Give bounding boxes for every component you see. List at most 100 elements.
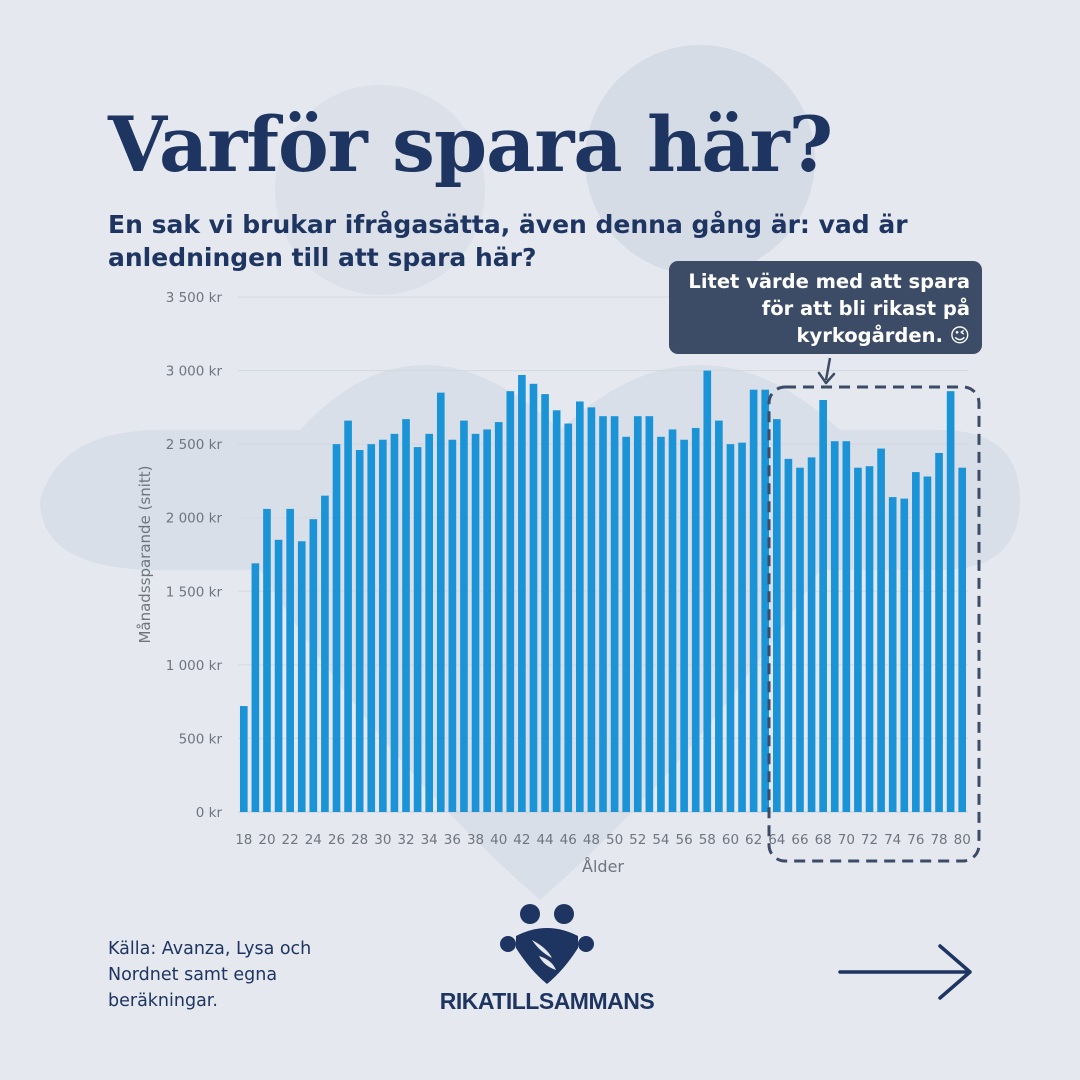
- bar-age-65: [784, 458, 793, 812]
- x-tick-label: 24: [305, 832, 322, 848]
- bar-age-66: [796, 467, 804, 812]
- bar-age-54: [657, 436, 665, 812]
- y-tick-label: 500 kr: [179, 731, 223, 747]
- x-tick-label: 40: [490, 832, 507, 848]
- bar-age-61: [738, 442, 746, 812]
- x-tick-label: 18: [235, 832, 252, 848]
- bar-age-62: [749, 389, 758, 812]
- x-tick-label: 36: [444, 832, 461, 848]
- bar-age-30: [379, 439, 387, 812]
- x-tick-label: 46: [560, 832, 577, 848]
- bar-age-67: [807, 457, 816, 812]
- bar-age-71: [854, 467, 862, 812]
- bar-age-57: [691, 427, 700, 812]
- bar-age-22: [286, 508, 294, 812]
- bar-age-31: [390, 433, 399, 812]
- bar-age-68: [819, 400, 827, 812]
- bar-age-39: [483, 429, 491, 812]
- y-tick-label: 1 500 kr: [166, 584, 223, 600]
- bar-age-70: [842, 441, 851, 812]
- bar-age-60: [726, 444, 735, 812]
- bar-age-58: [703, 370, 712, 812]
- bar-age-63: [761, 389, 770, 812]
- x-tick-label: 80: [954, 832, 971, 848]
- x-tick-label: 70: [838, 832, 855, 848]
- x-tick-label: 42: [513, 832, 530, 848]
- bar-age-29: [367, 444, 376, 812]
- arrow-right-icon[interactable]: [836, 940, 976, 1004]
- bar-age-50: [610, 416, 619, 812]
- bar-age-28: [355, 450, 364, 812]
- x-tick-label: 62: [745, 832, 762, 848]
- annotation-callout: Litet värde med att spara för att bli ri…: [669, 261, 982, 354]
- bar-age-51: [622, 436, 630, 812]
- bar-age-36: [448, 439, 457, 812]
- source-note: Källa: Avanza, Lysa och Nordnet samt egn…: [108, 939, 312, 1011]
- x-tick-label: 68: [815, 832, 832, 848]
- bar-age-78: [935, 452, 943, 812]
- bar-age-45: [552, 410, 561, 812]
- x-axis-title: Ålder: [582, 857, 624, 876]
- bar-age-79: [946, 391, 955, 812]
- x-tick-label: 54: [652, 832, 669, 848]
- y-tick-label: 3 500 kr: [166, 290, 223, 306]
- x-tick-label: 50: [606, 832, 623, 848]
- bar-age-52: [633, 416, 642, 812]
- x-tick-label: 34: [421, 832, 438, 848]
- bar-age-27: [344, 420, 352, 812]
- y-tick-label: 2 500 kr: [166, 437, 223, 453]
- bar-age-64: [772, 419, 781, 812]
- bar-age-25: [321, 495, 329, 812]
- x-tick-label: 58: [699, 832, 716, 848]
- x-tick-label: 74: [884, 832, 901, 848]
- x-tick-label: 52: [629, 832, 646, 848]
- x-tick-label: 56: [676, 832, 693, 848]
- bar-age-34: [425, 433, 434, 812]
- x-tick-label: 72: [861, 832, 878, 848]
- y-tick-label: 3 000 kr: [166, 364, 223, 380]
- callout-pointer: [824, 357, 832, 381]
- x-tick-label: 26: [328, 832, 345, 848]
- bar-age-80: [958, 467, 967, 812]
- bar-age-26: [332, 444, 341, 812]
- bar-age-53: [645, 416, 654, 812]
- bar-age-32: [402, 419, 410, 812]
- bar-age-74: [888, 497, 897, 812]
- brand-name: RIKATILLSAMMANS: [439, 988, 655, 1014]
- bar-age-44: [541, 394, 549, 812]
- y-tick-label: 1 000 kr: [166, 658, 223, 674]
- bar-age-47: [576, 401, 584, 812]
- bar-chart: 0 kr 500 kr 1 000 kr 1 500 kr 2 000 kr 2 500 …: [136, 290, 981, 876]
- bar-age-73: [877, 448, 885, 812]
- bar-age-23: [297, 541, 306, 812]
- bar-age-76: [912, 472, 920, 812]
- bar-age-46: [564, 423, 573, 812]
- bar-age-35: [436, 392, 445, 812]
- page-title: Varför spara här?: [108, 100, 833, 189]
- bar-age-24: [309, 519, 318, 812]
- bar-age-18: [239, 706, 248, 812]
- bar-age-59: [715, 420, 723, 812]
- x-tick-label: 44: [536, 832, 553, 848]
- x-tick-label: 32: [397, 832, 414, 848]
- bar-age-75: [900, 498, 909, 812]
- bar-age-56: [680, 439, 688, 812]
- bar-age-20: [263, 508, 271, 812]
- bar-age-37: [460, 420, 468, 812]
- bar-age-19: [251, 563, 260, 812]
- page-subtitle: En sak vi brukar ifrågasätta, även denna…: [108, 210, 908, 272]
- x-tick-label: 20: [258, 832, 275, 848]
- callout-pointer-head: [817, 371, 836, 385]
- x-tick-label: 48: [583, 832, 600, 848]
- bar-age-77: [923, 476, 932, 812]
- bar-age-40: [494, 422, 503, 812]
- bar-age-69: [830, 441, 839, 812]
- bar-age-21: [274, 539, 283, 812]
- y-tick-label: 0 kr: [196, 805, 223, 821]
- bar-age-41: [506, 391, 515, 812]
- x-tick-label: 38: [467, 832, 484, 848]
- highlight-box: [767, 385, 981, 863]
- bar-age-72: [865, 466, 874, 812]
- x-tick-label: 78: [930, 832, 947, 848]
- two-people-heart-logo-icon: [500, 904, 594, 984]
